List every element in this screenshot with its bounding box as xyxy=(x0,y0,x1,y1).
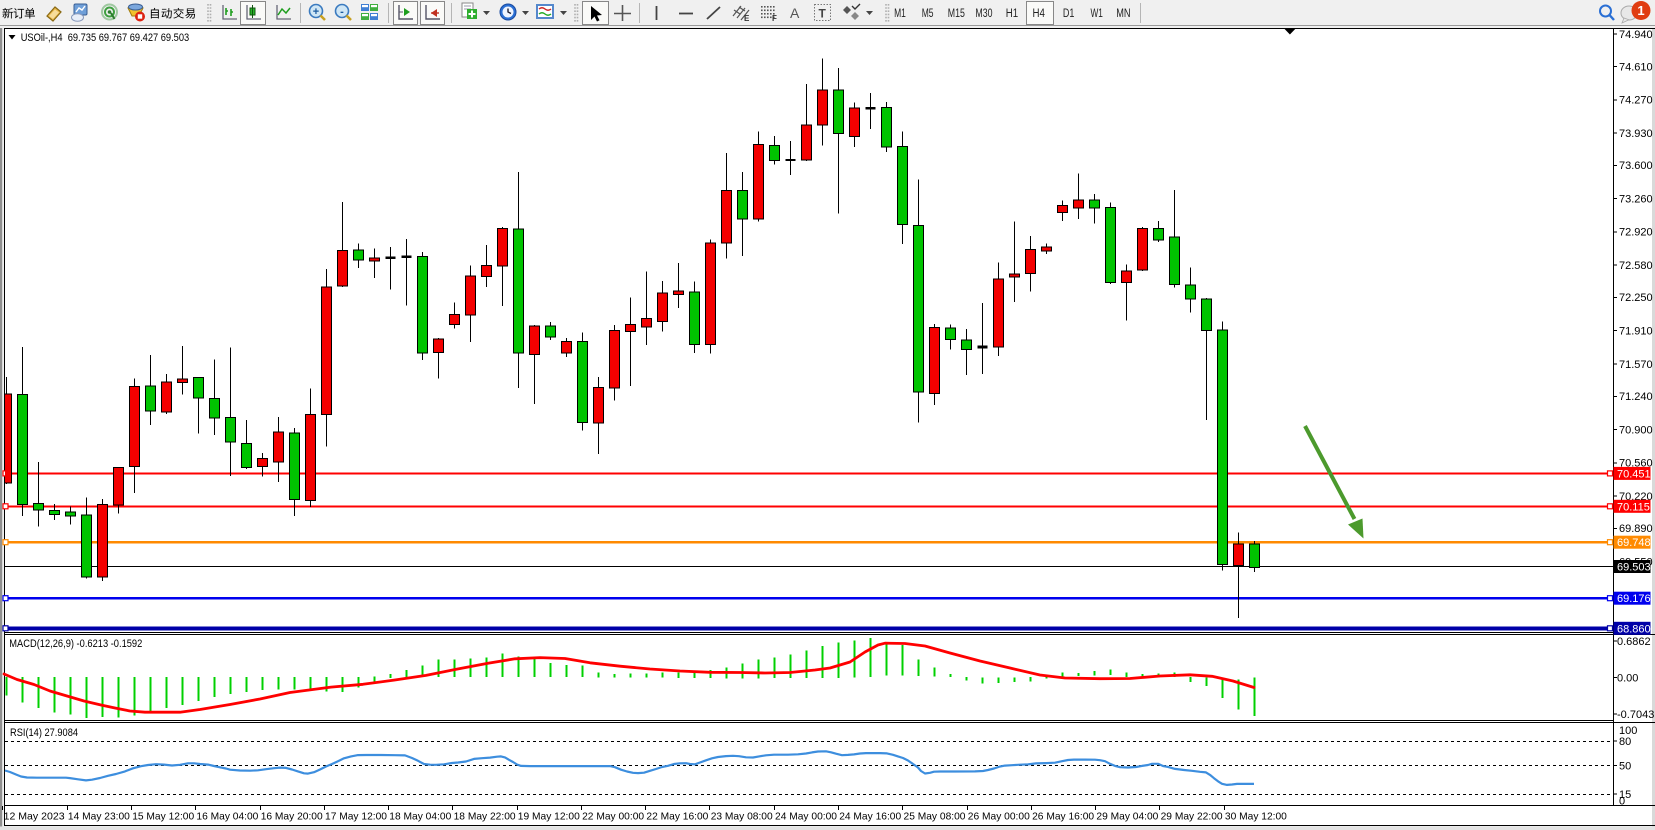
svg-text:18 May 22:00: 18 May 22:00 xyxy=(454,811,516,823)
svg-text:73.930: 73.930 xyxy=(1619,128,1653,140)
svg-text:M1: M1 xyxy=(894,8,906,20)
svg-text:71.910: 71.910 xyxy=(1619,326,1653,338)
svg-text:70.115: 70.115 xyxy=(1617,501,1650,513)
svg-text:W1: W1 xyxy=(1091,8,1103,20)
svg-text:29 May 22:00: 29 May 22:00 xyxy=(1161,811,1223,823)
svg-text:74.610: 74.610 xyxy=(1619,61,1653,73)
svg-text:73.600: 73.600 xyxy=(1619,160,1653,172)
svg-text:69.503: 69.503 xyxy=(1617,562,1651,574)
svg-text:E: E xyxy=(744,14,750,23)
svg-text:80: 80 xyxy=(1619,736,1631,748)
svg-text:M15: M15 xyxy=(948,8,965,20)
svg-text:H4: H4 xyxy=(1033,8,1046,20)
svg-text:22 May 16:00: 22 May 16:00 xyxy=(646,811,708,823)
svg-text:24 May 16:00: 24 May 16:00 xyxy=(839,811,901,823)
svg-text:74.940: 74.940 xyxy=(1619,29,1653,41)
svg-text:71.240: 71.240 xyxy=(1619,391,1653,403)
svg-text:70.900: 70.900 xyxy=(1619,424,1653,436)
svg-text:MACD(12,26,9) -0.6213 -0.1592: MACD(12,26,9) -0.6213 -0.1592 xyxy=(9,638,142,650)
svg-text:1: 1 xyxy=(1637,3,1644,18)
svg-text:A: A xyxy=(790,5,800,21)
svg-text:72.250: 72.250 xyxy=(1619,292,1653,304)
svg-text:69.890: 69.890 xyxy=(1619,523,1653,535)
svg-text:25 May 08:00: 25 May 08:00 xyxy=(904,811,966,823)
svg-text:0.00: 0.00 xyxy=(1617,672,1638,684)
svg-text:100: 100 xyxy=(1619,725,1637,737)
svg-text:19 May 12:00: 19 May 12:00 xyxy=(518,811,580,823)
svg-text:0.6862: 0.6862 xyxy=(1617,636,1651,648)
svg-text:68.860: 68.860 xyxy=(1617,623,1651,635)
svg-text:50: 50 xyxy=(1619,760,1631,772)
svg-text:70.560: 70.560 xyxy=(1619,458,1653,470)
svg-text:29 May 04:00: 29 May 04:00 xyxy=(1096,811,1158,823)
svg-text:26 May 00:00: 26 May 00:00 xyxy=(968,811,1030,823)
svg-text:23 May 08:00: 23 May 08:00 xyxy=(711,811,773,823)
svg-text:17 May 12:00: 17 May 12:00 xyxy=(325,811,387,823)
svg-text:73.260: 73.260 xyxy=(1619,193,1653,205)
svg-text:16 May 04:00: 16 May 04:00 xyxy=(196,811,258,823)
svg-text:69.176: 69.176 xyxy=(1617,593,1651,605)
svg-text:24 May 00:00: 24 May 00:00 xyxy=(775,811,837,823)
svg-text:18 May 04:00: 18 May 04:00 xyxy=(389,811,451,823)
svg-text:RSI(14) 27.9084: RSI(14) 27.9084 xyxy=(10,727,78,739)
svg-text:74.270: 74.270 xyxy=(1619,95,1653,107)
svg-text:USOil-,H4 69.735 69.767 69.42: USOil-,H4 69.735 69.767 69.427 69.503 xyxy=(21,32,190,44)
svg-text:M5: M5 xyxy=(922,8,934,20)
svg-text:16 May 20:00: 16 May 20:00 xyxy=(261,811,323,823)
svg-text:M30: M30 xyxy=(975,8,992,20)
svg-text:+: + xyxy=(313,6,319,18)
svg-text:H1: H1 xyxy=(1006,8,1018,20)
svg-text:-0.7043: -0.7043 xyxy=(1617,709,1654,721)
svg-text:15 May 12:00: 15 May 12:00 xyxy=(132,811,194,823)
svg-text:0: 0 xyxy=(1619,795,1625,807)
svg-text:T: T xyxy=(819,7,827,21)
svg-text:22 May 00:00: 22 May 00:00 xyxy=(582,811,644,823)
svg-text:69.748: 69.748 xyxy=(1617,537,1651,549)
svg-text:F: F xyxy=(772,14,777,23)
svg-text:14 May 23:00: 14 May 23:00 xyxy=(68,811,130,823)
svg-text:72.920: 72.920 xyxy=(1619,227,1653,239)
svg-text:72.580: 72.580 xyxy=(1619,260,1653,272)
svg-text:26 May 16:00: 26 May 16:00 xyxy=(1032,811,1094,823)
svg-text:30 May 12:00: 30 May 12:00 xyxy=(1225,811,1287,823)
svg-text:71.570: 71.570 xyxy=(1619,359,1653,371)
svg-text:12 May 2023: 12 May 2023 xyxy=(4,811,65,823)
svg-text:15: 15 xyxy=(1619,789,1631,801)
svg-text:70.451: 70.451 xyxy=(1617,468,1651,480)
svg-text:D1: D1 xyxy=(1063,8,1075,20)
svg-text:-: - xyxy=(340,6,344,18)
svg-text:MN: MN xyxy=(1116,8,1130,20)
